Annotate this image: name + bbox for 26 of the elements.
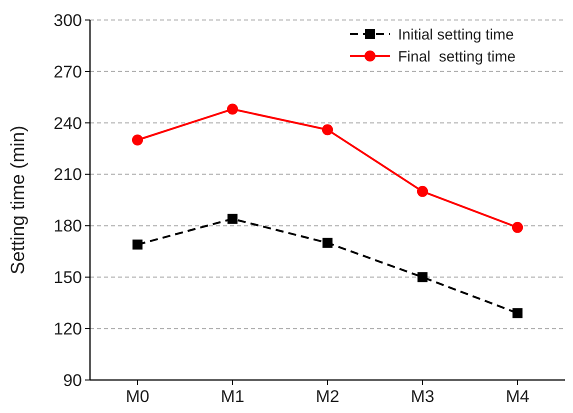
point — [228, 214, 238, 224]
point — [322, 238, 332, 248]
x-tick-label: M3 — [410, 387, 434, 406]
x-tick-label: M4 — [506, 387, 530, 406]
y-tick-label: 180 — [54, 216, 82, 236]
point — [322, 124, 333, 136]
x-tick-label: M2 — [316, 387, 340, 406]
legend-label: Final setting time — [398, 48, 516, 66]
point — [418, 272, 428, 282]
point — [132, 134, 143, 146]
x-tick-label: M0 — [126, 387, 150, 406]
point — [512, 222, 523, 233]
x-tick-label: M1 — [220, 387, 244, 406]
y-tick-label: 120 — [54, 320, 82, 339]
legend-label: Initial setting time — [398, 26, 514, 44]
y-tick-label: 210 — [54, 165, 82, 184]
y-tick-label: 240 — [54, 114, 82, 133]
y-tick-label: 90 — [63, 370, 82, 390]
y-tick-label: 300 — [54, 10, 82, 30]
point — [512, 308, 522, 318]
y-tick-label: 150 — [54, 268, 82, 288]
y-axis-title: Setting time (min) — [8, 126, 29, 274]
point — [227, 104, 238, 115]
point — [132, 240, 142, 250]
y-tick-label: 270 — [54, 62, 82, 82]
point — [417, 186, 428, 197]
